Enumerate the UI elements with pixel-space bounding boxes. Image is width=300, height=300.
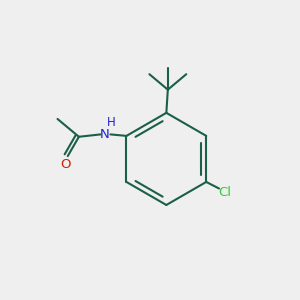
Text: Cl: Cl xyxy=(218,186,231,199)
Text: H: H xyxy=(107,116,116,129)
Text: N: N xyxy=(100,128,110,141)
Text: O: O xyxy=(60,158,70,171)
